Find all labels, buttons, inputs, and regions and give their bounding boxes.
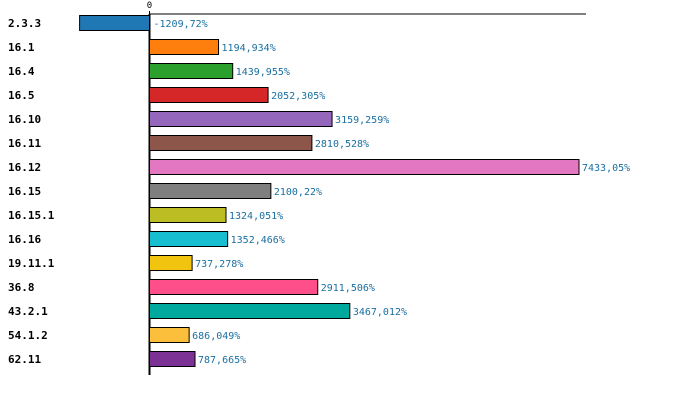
category-label: 16.1 <box>8 41 35 54</box>
category-label: 16.4 <box>8 65 35 78</box>
category-label: 54.1.2 <box>8 329 48 342</box>
category-label: 16.5 <box>8 89 35 102</box>
category-label: 16.16 <box>8 233 41 246</box>
bar <box>149 327 190 343</box>
value-label: -1209,72% <box>154 19 208 30</box>
value-label: 787,665% <box>198 355 246 366</box>
value-label: 3467,012% <box>353 307 407 318</box>
bar <box>149 159 580 175</box>
category-label: 16.15 <box>8 185 41 198</box>
bar <box>149 135 313 151</box>
value-label: 1194,934% <box>222 43 276 54</box>
bar <box>149 255 193 271</box>
value-label: 1352,466% <box>231 235 285 246</box>
value-label: 2100,22% <box>274 187 322 198</box>
bar <box>149 351 196 367</box>
bar <box>149 87 269 103</box>
bar <box>149 63 234 79</box>
bar <box>149 39 220 55</box>
value-label: 2052,305% <box>271 91 325 102</box>
value-label: 2911,506% <box>321 283 375 294</box>
category-label: 62.11 <box>8 353 41 366</box>
bar <box>149 303 351 319</box>
bars <box>79 15 580 367</box>
x-tick-label: 0 <box>147 1 152 11</box>
category-label: 43.2.1 <box>8 305 48 318</box>
bar <box>149 111 333 127</box>
category-label: 2.3.3 <box>8 17 41 30</box>
value-label: 2810,528% <box>315 139 369 150</box>
bar <box>79 15 150 31</box>
bar <box>149 231 229 247</box>
value-label: 1324,051% <box>229 211 283 222</box>
category-label: 16.12 <box>8 161 41 174</box>
value-label: 7433,05% <box>582 163 630 174</box>
category-label: 19.11.1 <box>8 257 55 270</box>
value-label: 1439,955% <box>236 67 290 78</box>
value-label: 737,278% <box>195 259 243 270</box>
category-label: 16.10 <box>8 113 41 126</box>
category-label: 36.8 <box>8 281 35 294</box>
value-labels: -1209,72% 1194,934% 1439,955% 2052,305% 3159… <box>154 19 631 366</box>
category-label: 16.11 <box>8 137 41 150</box>
category-labels: 2.3.3 16.1 16.4 16.5 16.10 16.11 16.12 16.15 16.… <box>8 17 55 366</box>
bar <box>149 207 227 223</box>
bar <box>149 183 272 199</box>
value-label: 686,049% <box>192 331 240 342</box>
value-label: 3159,259% <box>335 115 389 126</box>
bar <box>149 279 319 295</box>
category-label: 16.15.1 <box>8 209 55 222</box>
